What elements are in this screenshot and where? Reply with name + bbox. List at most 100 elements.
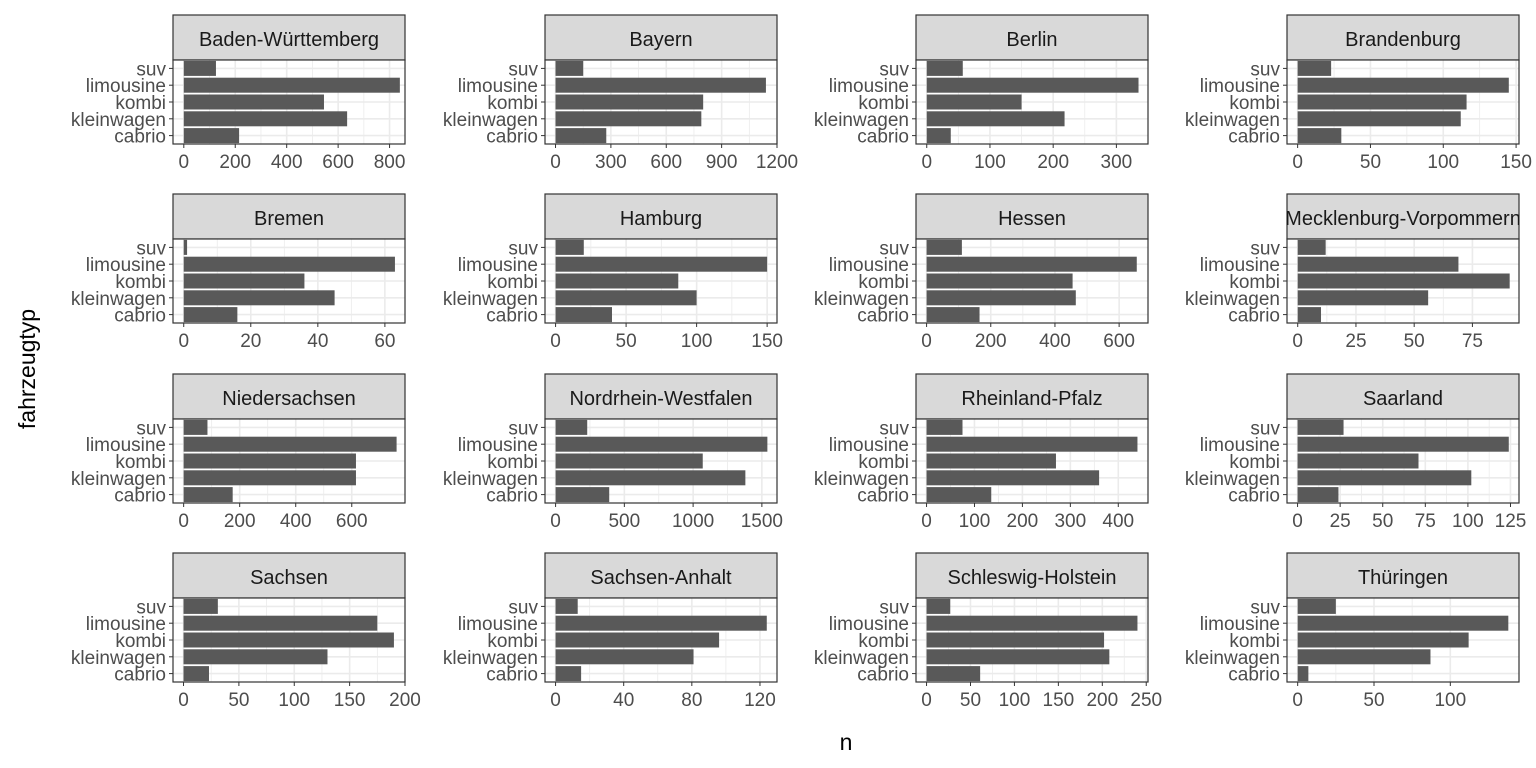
bar-suv [555,239,584,255]
facet-strip [915,193,1149,240]
y-tick-label: cabrio [1228,127,1280,148]
x-tick-label: 0 [178,511,189,532]
x-tick-label: 0 [1292,690,1303,711]
x-tick-label: 200 [1037,152,1069,173]
y-tick-label: kleinwagen [71,648,166,669]
y-tick-label: kleinwagen [443,469,538,490]
x-tick-label: 0 [550,690,561,711]
y-tick-label: cabrio [486,306,538,327]
bar-limousine [555,256,768,272]
bar-cabrio [1297,666,1309,682]
facet-panel: Rheinland-Pfalz suvlimousinekombikleinwag… [814,373,1149,532]
bar-cabrio [1297,487,1339,503]
x-tick-label: 0 [550,511,561,532]
x-tick-label: 150 [1500,152,1532,173]
x-tick-label: 0 [179,152,190,173]
bar-kombi [555,94,704,110]
bar-kombi [926,632,1105,648]
facet-panel: Nordrhein-Westfalen suvlimousinekombiklei… [443,373,783,532]
x-tick-label: 500 [608,511,640,532]
y-tick-label: cabrio [857,306,909,327]
bar-kombi [183,273,305,289]
y-tick-label: suv [136,59,166,80]
facet-strip-label: Sachsen [250,567,328,589]
y-tick-label: limousine [458,435,538,456]
y-tick-label: suv [508,597,538,618]
x-axis-title: n [840,729,853,755]
bar-limousine [926,615,1138,631]
x-tick-label: 100 [974,152,1006,173]
bar-limousine [555,436,768,452]
bar-suv [555,60,584,76]
x-tick-label: 100 [681,331,713,352]
bar-cabrio [926,307,980,323]
y-tick-label: cabrio [1228,486,1280,507]
y-tick-label: suv [1250,597,1280,618]
x-tick-label: 400 [1102,511,1134,532]
bar-kleinwagen [926,649,1110,665]
bar-kombi [926,453,1056,469]
bar-limousine [183,77,400,93]
y-tick-label: kleinwagen [1185,648,1280,669]
bar-kleinwagen [555,290,697,306]
x-tick-label: 125 [1495,511,1527,532]
facet-strip-label: Brandenburg [1345,29,1461,51]
y-tick-label: limousine [829,614,909,635]
bar-suv [183,419,208,435]
y-tick-label: kombi [115,631,166,652]
facet-strip [544,552,778,599]
y-tick-label: kleinwagen [71,110,166,131]
x-tick-label: 60 [374,331,395,352]
x-tick-label: 0 [1292,331,1303,352]
bar-suv [183,598,218,614]
bar-limousine [926,436,1138,452]
x-tick-label: 200 [219,152,251,173]
y-tick-label: limousine [1200,614,1280,635]
bar-kleinwagen [183,111,348,127]
y-tick-label: cabrio [486,665,538,686]
bar-cabrio [555,666,582,682]
x-tick-label: 300 [595,152,627,173]
facet-strip [172,193,406,240]
bar-cabrio [555,307,612,323]
y-tick-label: limousine [829,435,909,456]
y-axis-title: fahrzeugtyp [14,309,40,429]
y-tick-label: suv [1250,59,1280,80]
y-tick-label: cabrio [857,486,909,507]
x-tick-label: 75 [1415,511,1436,532]
y-tick-label: suv [1250,418,1280,439]
x-tick-label: 600 [336,511,368,532]
bar-kombi [926,94,1022,110]
y-tick-label: kleinwagen [814,648,909,669]
bar-kleinwagen [555,111,702,127]
bar-limousine [1297,615,1509,631]
x-tick-label: 0 [178,331,189,352]
x-tick-label: 0 [178,690,189,711]
bar-kombi [1297,273,1510,289]
y-tick-label: kombi [487,93,538,114]
x-tick-label: 900 [706,152,738,173]
y-tick-label: kombi [487,272,538,293]
facet-strip-label: Sachsen-Anhalt [590,567,732,589]
x-tick-label: 100 [959,511,991,532]
bar-suv [926,419,963,435]
facet-strip [172,14,406,61]
bar-kombi [1297,453,1419,469]
bar-limousine [1297,77,1509,93]
bar-kleinwagen [926,290,1076,306]
facet-strip [172,373,406,420]
bar-limousine [183,256,395,272]
x-tick-label: 400 [280,511,312,532]
facet-strip-label: Saarland [1363,388,1443,410]
y-tick-label: kombi [487,452,538,473]
x-tick-label: 0 [1292,511,1303,532]
x-tick-label: 50 [1372,511,1393,532]
y-tick-label: cabrio [857,127,909,148]
bar-kleinwagen [1297,649,1431,665]
facet-strip [915,552,1149,599]
bar-cabrio [183,307,238,323]
y-tick-label: limousine [458,76,538,97]
facet-panel: Brandenburg suvlimousinekombikleinwagenca… [1185,14,1532,173]
